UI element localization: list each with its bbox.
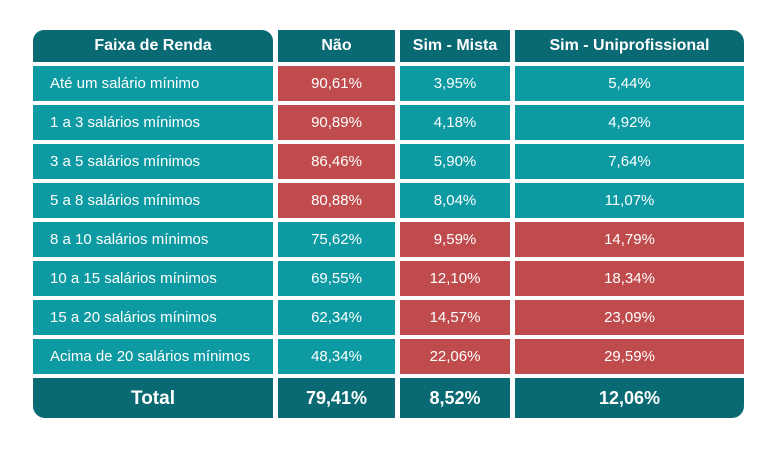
header-cell-faixa-de-renda: Faixa de Renda xyxy=(33,30,273,62)
nao-value-cell: 86,46% xyxy=(278,144,395,179)
sim-mista-value-cell: 9,59% xyxy=(400,222,510,257)
nao-value-cell: 75,62% xyxy=(278,222,395,257)
nao-value-cell: 62,34% xyxy=(278,300,395,335)
total-sim-uni-cell: 12,06% xyxy=(515,378,744,418)
sim-uni-value-cell: 7,64% xyxy=(515,144,744,179)
header-cell-sim-uniprofissional: Sim - Uniprofissional xyxy=(515,30,744,62)
row-label-cell: 10 a 15 salários mínimos xyxy=(33,261,273,296)
nao-value-cell: 69,55% xyxy=(278,261,395,296)
nao-value-cell: 90,89% xyxy=(278,105,395,140)
row-label-cell: 5 a 8 salários mínimos xyxy=(33,183,273,218)
sim-mista-value-cell: 8,04% xyxy=(400,183,510,218)
sim-mista-value-cell: 14,57% xyxy=(400,300,510,335)
total-nao-cell: 79,41% xyxy=(278,378,395,418)
sim-uni-value-cell: 23,09% xyxy=(515,300,744,335)
nao-value-cell: 48,34% xyxy=(278,339,395,374)
nao-value-cell: 80,88% xyxy=(278,183,395,218)
sim-uni-value-cell: 29,59% xyxy=(515,339,744,374)
row-label-cell: 1 a 3 salários mínimos xyxy=(33,105,273,140)
sim-mista-value-cell: 22,06% xyxy=(400,339,510,374)
income-vs-practice-table: Faixa de Renda Não Sim - Mista Sim - Uni… xyxy=(33,30,744,418)
row-label-cell: Até um salário mínimo xyxy=(33,66,273,101)
row-label-cell: 8 a 10 salários mínimos xyxy=(33,222,273,257)
sim-mista-value-cell: 5,90% xyxy=(400,144,510,179)
header-cell-nao: Não xyxy=(278,30,395,62)
sim-uni-value-cell: 4,92% xyxy=(515,105,744,140)
total-sim-mista-cell: 8,52% xyxy=(400,378,510,418)
sim-uni-value-cell: 11,07% xyxy=(515,183,744,218)
header-cell-sim-mista: Sim - Mista xyxy=(400,30,510,62)
sim-uni-value-cell: 5,44% xyxy=(515,66,744,101)
sim-mista-value-cell: 4,18% xyxy=(400,105,510,140)
total-label-cell: Total xyxy=(33,378,273,418)
sim-uni-value-cell: 18,34% xyxy=(515,261,744,296)
sim-mista-value-cell: 3,95% xyxy=(400,66,510,101)
row-label-cell: 15 a 20 salários mínimos xyxy=(33,300,273,335)
sim-mista-value-cell: 12,10% xyxy=(400,261,510,296)
sim-uni-value-cell: 14,79% xyxy=(515,222,744,257)
row-label-cell: 3 a 5 salários mínimos xyxy=(33,144,273,179)
nao-value-cell: 90,61% xyxy=(278,66,395,101)
row-label-cell: Acima de 20 salários mínimos xyxy=(33,339,273,374)
